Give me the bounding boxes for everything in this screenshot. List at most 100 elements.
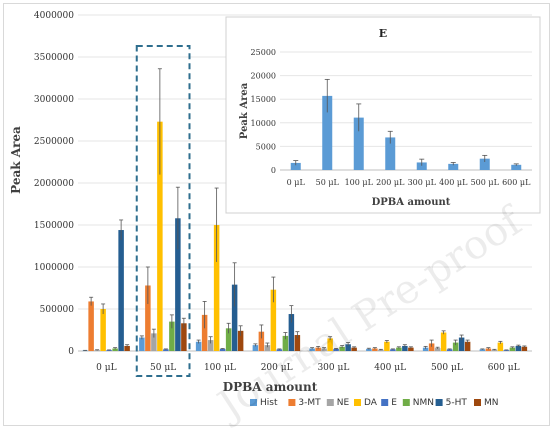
main-bar — [157, 121, 163, 352]
main-x-tick-label: 600 μL — [488, 363, 520, 373]
main-bar — [195, 341, 202, 351]
main-bar — [175, 218, 181, 351]
main-bar — [169, 321, 175, 351]
legend-label: Hist — [260, 398, 278, 408]
legend-swatch — [435, 399, 443, 406]
main-x-tick-label: 500 μL — [431, 363, 463, 373]
main-y-tick-label: 1500000 — [34, 221, 74, 231]
main-bar — [309, 348, 315, 351]
main-x-ticks: 0 μL 50 μL 100 μL 200 μL 300 μL 400 μL 500 μL 6… — [96, 363, 519, 373]
inset-bar — [448, 163, 459, 170]
inset-bars — [290, 78, 522, 170]
watermark-text: Journal Pre-proof — [207, 197, 532, 430]
main-bar — [288, 314, 295, 351]
inset-y-tick-label: 15000 — [251, 95, 276, 104]
main-bar — [515, 345, 522, 351]
main-bar — [151, 333, 157, 351]
main-bar — [207, 340, 214, 351]
inset-x-tick-label: 0 μL — [287, 178, 306, 187]
inset-bar — [322, 95, 333, 170]
main-bar — [252, 345, 259, 351]
main-bar — [333, 348, 339, 351]
main-bar — [402, 345, 408, 351]
main-bar — [163, 349, 169, 351]
main-bar — [372, 348, 378, 351]
main-bar — [264, 345, 271, 351]
main-y-tick-label: 2500000 — [34, 137, 74, 147]
inset-x-tick-label: 200 μL — [376, 178, 405, 187]
legend-label: E — [391, 398, 397, 408]
main-bar — [88, 301, 94, 351]
inset-x-ticks: 0 μL 50 μL 100 μL 200 μL 300 μL 400 μL 500 μL 6… — [287, 178, 531, 187]
main-x-tick-label: 400 μL — [374, 363, 406, 373]
inset-y-tick-label: 5000 — [256, 142, 276, 151]
inset-background — [225, 16, 541, 214]
main-bar — [396, 347, 402, 351]
main-bar — [270, 289, 277, 351]
main-bar — [118, 230, 124, 351]
legend-label: NMN — [413, 398, 434, 408]
legend-label: NE — [337, 398, 350, 408]
legend-label: 3-MT — [298, 398, 321, 408]
main-bar — [225, 328, 232, 351]
main-bar — [201, 314, 208, 351]
inset-y-ticks: 0 5000 10000 15000 20000 25000 — [251, 48, 276, 175]
inset-x-tick-label: 600 μL — [502, 178, 531, 187]
main-y-tick-label: 1000000 — [34, 263, 74, 273]
main-bar — [440, 332, 447, 351]
main-y-tick-label: 3000000 — [34, 95, 74, 105]
main-x-tick-label: 300 μL — [317, 363, 349, 373]
inset-title: E — [379, 27, 387, 40]
main-bar — [464, 341, 471, 351]
main-bar — [408, 347, 414, 351]
main-bar — [106, 350, 112, 351]
main-bar — [315, 347, 321, 351]
main-bar — [491, 349, 498, 351]
inset-x-tick-label: 400 μL — [439, 178, 468, 187]
inset-bar — [290, 162, 301, 170]
inset-x-tick-label: 50 μL — [316, 178, 340, 187]
legend-label: DA — [364, 398, 378, 408]
main-bar — [509, 347, 516, 351]
main-y-axis-title: Peak Area — [9, 126, 23, 194]
main-bar — [282, 335, 289, 351]
main-bar — [366, 348, 372, 351]
inset-x-tick-label: 300 μL — [408, 178, 437, 187]
main-y-tick-label: 4000000 — [34, 11, 74, 21]
main-bar — [231, 284, 238, 351]
legend-swatch — [250, 399, 257, 406]
main-x-tick-label: 50 μL — [150, 363, 176, 373]
main-bar — [276, 349, 283, 351]
main-bar — [378, 349, 384, 351]
legend-swatch — [402, 399, 410, 406]
inset-y-axis-title: Peak Area — [239, 82, 250, 139]
main-bar — [479, 349, 486, 351]
legend-swatch — [381, 399, 389, 406]
legend-swatch — [326, 399, 334, 406]
main-bar — [521, 346, 528, 351]
inset-y-tick-label: 10000 — [251, 119, 276, 128]
main-bar — [390, 349, 396, 351]
main-bar — [452, 342, 459, 351]
main-bars — [82, 68, 528, 352]
legend-swatch — [474, 399, 481, 406]
inset-bar — [353, 117, 364, 170]
inset-y-tick-label: 25000 — [251, 48, 276, 57]
main-x-tick-label: 200 μL — [261, 363, 293, 373]
chart-frame — [3, 3, 550, 426]
main-y-ticks: 0 500000 1000000 1500000 2000000 2500000 30000… — [34, 11, 74, 357]
main-bar — [219, 348, 226, 351]
legend-label: MN — [484, 398, 499, 408]
legend-label: 5-HT — [446, 398, 468, 408]
main-bar — [327, 338, 333, 351]
main-bar — [345, 344, 351, 351]
main-bar — [124, 345, 130, 351]
main-x-tick-label: 0 μL — [96, 363, 116, 373]
inset-bar — [479, 158, 490, 170]
inset-bar — [511, 164, 522, 170]
legend-swatch — [288, 399, 296, 406]
main-bar — [139, 337, 145, 351]
inset-x-axis-title: DPBA amount — [372, 197, 451, 208]
inset-x-tick-label: 100 μL — [345, 178, 374, 187]
main-bar — [100, 309, 106, 351]
